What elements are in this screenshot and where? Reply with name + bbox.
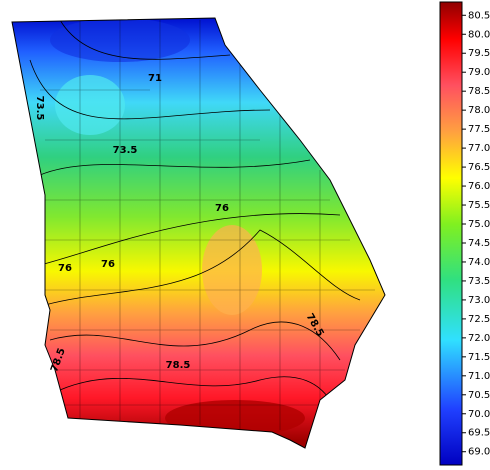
colorbar-tick-label: 80.5 [468,10,490,21]
colorbar-tick-label: 78.0 [468,105,490,116]
colorbar-tick-label: 70.5 [468,390,490,401]
warm-area [202,225,262,315]
colorbar-tick-label: 79.0 [468,67,490,78]
state-outline [11,17,386,449]
contour-label: 76 [215,203,229,214]
county-lines [40,20,375,430]
contour-label: 73.5 [34,96,45,121]
colorbar-tick-label: 72.5 [468,314,490,325]
colorbar-tick-label: 70.0 [468,409,490,420]
contour-label: 71 [148,73,162,84]
contour-line [59,19,231,60]
contour-line [29,59,271,120]
colorbar-tick-label: 75.0 [468,219,490,230]
contour-label: 76 [101,259,115,270]
colorbar-tick-label: 69.0 [468,447,490,458]
contour-label: 73.5 [113,145,138,156]
contour-line [59,376,331,401]
colorbar-tick-label: 74.5 [468,238,490,249]
colorbar-tick-label: 77.5 [468,124,490,135]
contour-line [44,229,361,306]
colorbar-tick-label: 71.5 [468,352,490,363]
contour-label: 78.5 [166,360,191,371]
colorbar-tick-label: 73.5 [468,276,490,287]
colorbar-tick-label: 69.5 [468,428,490,439]
cool-area [55,75,125,135]
colorbar-tick-label: 79.5 [468,48,490,59]
cold-area [50,18,190,62]
colorbar-tick-label: 76.0 [468,181,490,192]
colorbar [439,1,463,466]
contour-line [39,213,341,266]
hot-area [165,400,305,436]
colorbar-tick-label: 72.0 [468,333,490,344]
colorbar-tick-label: 73.0 [468,295,490,306]
colorbar-tick-label: 71.0 [468,371,490,382]
contour-line [39,159,311,176]
contour-label: 76 [58,263,72,274]
colorbar-tick-label: 80.0 [468,29,490,40]
state-map [12,18,385,448]
contour-line [49,321,341,361]
colorbar-tick-label: 75.5 [468,200,490,211]
colorbar-tick-label: 74.0 [468,257,490,268]
colorbar-tick-label: 76.5 [468,162,490,173]
colorbar-tick-label: 77.0 [468,143,490,154]
colorbar-tick-label: 78.5 [468,86,490,97]
